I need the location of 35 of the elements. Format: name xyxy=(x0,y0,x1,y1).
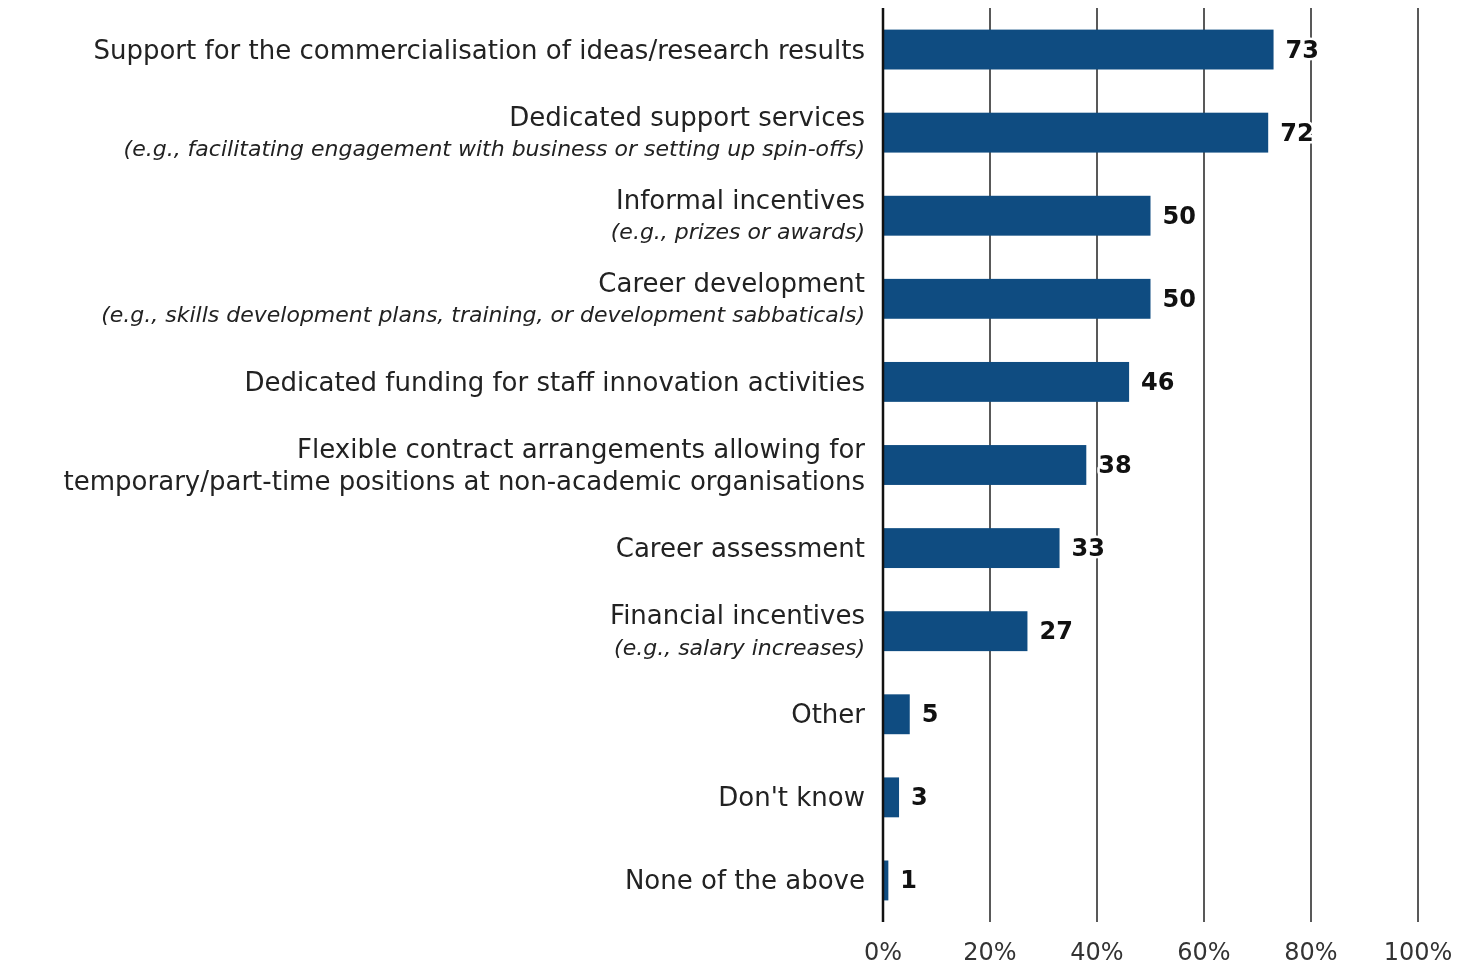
y-tick-label: Dedicated support services (e.g., facilitating engagement with business or setting up spin-offs) xyxy=(123,101,865,162)
data-label: 1 xyxy=(900,866,918,895)
bar xyxy=(883,361,1130,402)
data-label: 5 xyxy=(921,700,939,729)
data-label: 27 xyxy=(1039,617,1073,646)
y-tick-label: None of the above xyxy=(624,865,865,896)
y-tick-label: Career development (e.g., skills development plans, training, or development sabbaticals) xyxy=(101,267,865,328)
y-tick-label: Dedicated funding for staff innovation activities xyxy=(244,366,865,397)
y-tick-label: Support for the commercialisation of ideas/research results xyxy=(93,34,865,65)
bar xyxy=(883,777,900,818)
bar xyxy=(883,112,1269,153)
y-tick-label: Flexible contract arrangements allowing for temporary/part-time positions at non-academic organisations xyxy=(63,434,866,496)
bar xyxy=(883,195,1151,236)
bar xyxy=(883,611,1028,652)
x-tick-label: 20% xyxy=(963,938,1017,966)
data-label: 50 xyxy=(1162,201,1196,230)
data-label: 38 xyxy=(1098,451,1132,479)
bar xyxy=(883,528,1060,569)
x-tick-label: 40% xyxy=(1070,938,1124,966)
data-label: 50 xyxy=(1162,284,1196,313)
bar xyxy=(883,29,1274,70)
bar xyxy=(883,278,1151,319)
x-tick-label: 0% xyxy=(863,938,903,966)
y-tick-label: Financial incentives (e.g., salary increases) xyxy=(610,600,865,660)
data-label: 46 xyxy=(1141,367,1175,396)
x-tick-label: 60% xyxy=(1177,938,1231,966)
y-tick-label: Informal incentives (e.g., prizes or awards) xyxy=(610,184,865,245)
bar xyxy=(883,445,1087,485)
data-label: 3 xyxy=(911,783,928,812)
y-tick-label: Don't know xyxy=(718,782,865,813)
bar xyxy=(883,694,910,735)
x-tick-label: 80% xyxy=(1284,938,1338,966)
x-tick-label: 100% xyxy=(1383,938,1453,966)
y-tick-label: Other xyxy=(791,699,866,730)
y-tick-label: Career assessment xyxy=(615,533,865,564)
